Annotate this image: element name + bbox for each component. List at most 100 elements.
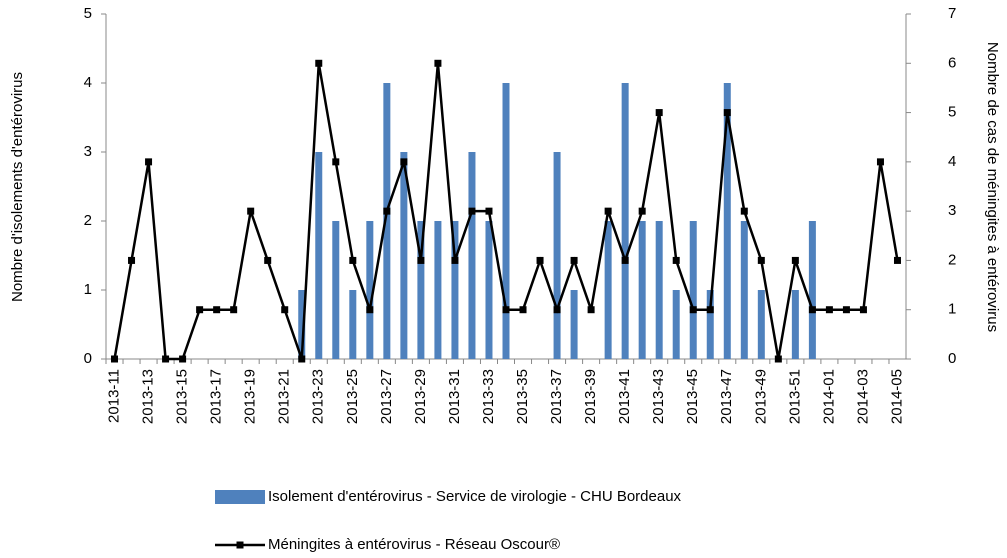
- line-marker: [468, 207, 476, 215]
- x-tick-label: 2013-41: [616, 369, 633, 424]
- y2-tick-label: 7: [948, 5, 956, 22]
- line-marker: [655, 109, 663, 117]
- bar: [604, 221, 612, 359]
- line-marker: [502, 306, 510, 314]
- line-marker: [604, 207, 612, 215]
- line-marker: [111, 355, 119, 363]
- line-marker: [179, 355, 187, 363]
- line-marker: [723, 109, 731, 117]
- x-tick-label: 2013-15: [174, 369, 191, 424]
- x-tick-label: 2013-47: [718, 369, 735, 424]
- x-tick-label: 2013-31: [446, 369, 463, 424]
- x-tick-label: 2014-05: [888, 369, 905, 424]
- line-marker: [145, 158, 153, 166]
- y2-tick-label: 0: [948, 350, 956, 367]
- y-tick-label: 1: [84, 281, 92, 298]
- x-tick-label: 2013-33: [480, 369, 497, 424]
- line-marker: [196, 306, 204, 314]
- line-marker: [876, 158, 884, 166]
- bar: [689, 221, 697, 359]
- legend-label: Méningites à entérovirus - Réseau Oscour…: [268, 536, 560, 553]
- bar: [417, 221, 425, 359]
- x-tick-label: 2013-49: [752, 369, 769, 424]
- bar: [672, 290, 680, 359]
- bar: [485, 221, 493, 359]
- line-marker: [791, 256, 799, 264]
- x-tick-label: 2013-25: [344, 369, 361, 424]
- x-tick-label: 2013-27: [378, 369, 395, 424]
- line-marker: [366, 306, 374, 314]
- bar: [655, 221, 663, 359]
- bar: [366, 221, 374, 359]
- y2-tick-label: 1: [948, 301, 956, 318]
- bar: [349, 290, 357, 359]
- line-marker: [213, 306, 221, 314]
- x-tick-label: 2013-37: [548, 369, 565, 424]
- line-marker: [162, 355, 170, 363]
- line-marker: [842, 306, 850, 314]
- bar: [468, 152, 476, 359]
- x-tick-label: 2013-13: [140, 369, 157, 424]
- x-tick-label: 2013-35: [514, 369, 531, 424]
- line-marker: [485, 207, 493, 215]
- line-marker: [400, 158, 408, 166]
- bar: [502, 83, 510, 359]
- y2-tick-label: 4: [948, 153, 956, 170]
- bar: [553, 152, 561, 359]
- legend-swatch: [215, 490, 265, 504]
- x-tick-label: 2013-51: [786, 369, 803, 424]
- x-tick-label: 2013-39: [582, 369, 599, 424]
- bar: [791, 290, 799, 359]
- y2-tick-label: 6: [948, 54, 956, 71]
- line-marker: [281, 306, 289, 314]
- x-tick-label: 2013-19: [242, 369, 259, 424]
- line-marker: [332, 158, 340, 166]
- x-tick-label: 2014-01: [820, 369, 837, 424]
- x-tick-label: 2013-45: [684, 369, 701, 424]
- line-marker: [774, 355, 782, 363]
- line-marker: [383, 207, 391, 215]
- line-marker: [638, 207, 646, 215]
- line-marker: [706, 306, 714, 314]
- line-marker: [553, 306, 561, 314]
- bar: [434, 221, 442, 359]
- y-tick-label: 3: [84, 143, 92, 160]
- bar: [808, 221, 816, 359]
- line-marker: [128, 256, 136, 264]
- bar: [315, 152, 323, 359]
- bar: [638, 221, 646, 359]
- y-tick-label: 5: [84, 5, 92, 22]
- legend-swatch: [236, 541, 244, 549]
- bar: [332, 221, 340, 359]
- y-tick-label: 2: [84, 212, 92, 229]
- line-marker: [264, 256, 272, 264]
- y-tick-label: 0: [84, 350, 92, 367]
- y2-tick-label: 2: [948, 251, 956, 268]
- line-marker: [349, 256, 357, 264]
- line-marker: [417, 256, 425, 264]
- bar: [570, 290, 578, 359]
- line-marker: [825, 306, 833, 314]
- bar: [706, 290, 714, 359]
- x-tick-label: 2013-43: [650, 369, 667, 424]
- bar: [451, 221, 459, 359]
- y-axis-title: Nombre d'isolements d'entérovirus: [9, 72, 26, 302]
- bar: [383, 83, 391, 359]
- line-marker: [689, 306, 697, 314]
- line-marker: [740, 207, 748, 215]
- y2-tick-label: 3: [948, 202, 956, 219]
- x-tick-label: 2013-11: [105, 369, 122, 423]
- y-tick-label: 4: [84, 74, 92, 91]
- line-marker: [808, 306, 816, 314]
- line-marker: [893, 256, 901, 264]
- bar: [757, 290, 765, 359]
- x-tick-label: 2014-03: [854, 369, 871, 424]
- y2-axis-title: Nombre de cas de méningites à entéroviru…: [984, 42, 1001, 332]
- line-marker: [570, 256, 578, 264]
- bar: [621, 83, 629, 359]
- line-marker: [587, 306, 595, 314]
- bar: [740, 221, 748, 359]
- line-marker: [757, 256, 765, 264]
- line-marker: [859, 306, 867, 314]
